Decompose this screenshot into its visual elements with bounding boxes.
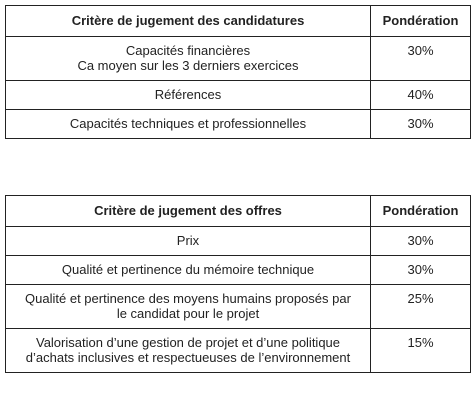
criterion-cell: Valorisation d’une gestion de projet et … bbox=[5, 328, 371, 373]
table-row: Valorisation d’une gestion de projet et … bbox=[5, 328, 471, 373]
header-cell: Pondération bbox=[370, 195, 471, 227]
header-cell: Critère de jugement des candidatures bbox=[5, 5, 371, 37]
criteria-table: Critère de jugement des candidatures Pond… bbox=[5, 5, 471, 139]
table-row: Références 40% bbox=[5, 80, 471, 110]
criterion-cell: Capacités techniques et professionnelles bbox=[5, 109, 371, 139]
table-row: Qualité et pertinence du mémoire techniq… bbox=[5, 255, 471, 285]
weight-cell: 40% bbox=[370, 80, 471, 110]
table-row: Capacités financières Ca moyen sur les 3… bbox=[5, 36, 471, 81]
criterion-cell: Prix bbox=[5, 226, 371, 256]
header-row: Critère de jugement des offres Pondératio… bbox=[5, 195, 471, 227]
criterion-cell: Qualité et pertinence des moyens humains… bbox=[5, 284, 371, 329]
criterion-cell: Qualité et pertinence du mémoire techniq… bbox=[5, 255, 371, 285]
weight-cell: 25% bbox=[370, 284, 471, 329]
weight-cell: 30% bbox=[370, 226, 471, 256]
weight-cell: 30% bbox=[370, 36, 471, 81]
weight-cell: 30% bbox=[370, 109, 471, 139]
criteria-table: Critère de jugement des offres Pondératio… bbox=[5, 195, 471, 373]
table-row: Capacités techniques et professionnelles… bbox=[5, 109, 471, 139]
criterion-cell: Références bbox=[5, 80, 371, 110]
header-cell: Pondération bbox=[370, 5, 471, 37]
header-row: Critère de jugement des candidatures Pond… bbox=[5, 5, 471, 37]
table-row: Qualité et pertinence des moyens humains… bbox=[5, 284, 471, 329]
criterion-cell: Capacités financières Ca moyen sur les 3… bbox=[5, 36, 371, 81]
header-cell: Critère de jugement des offres bbox=[5, 195, 371, 227]
table-row: Prix 30% bbox=[5, 226, 471, 256]
weight-cell: 30% bbox=[370, 255, 471, 285]
weight-cell: 15% bbox=[370, 328, 471, 373]
